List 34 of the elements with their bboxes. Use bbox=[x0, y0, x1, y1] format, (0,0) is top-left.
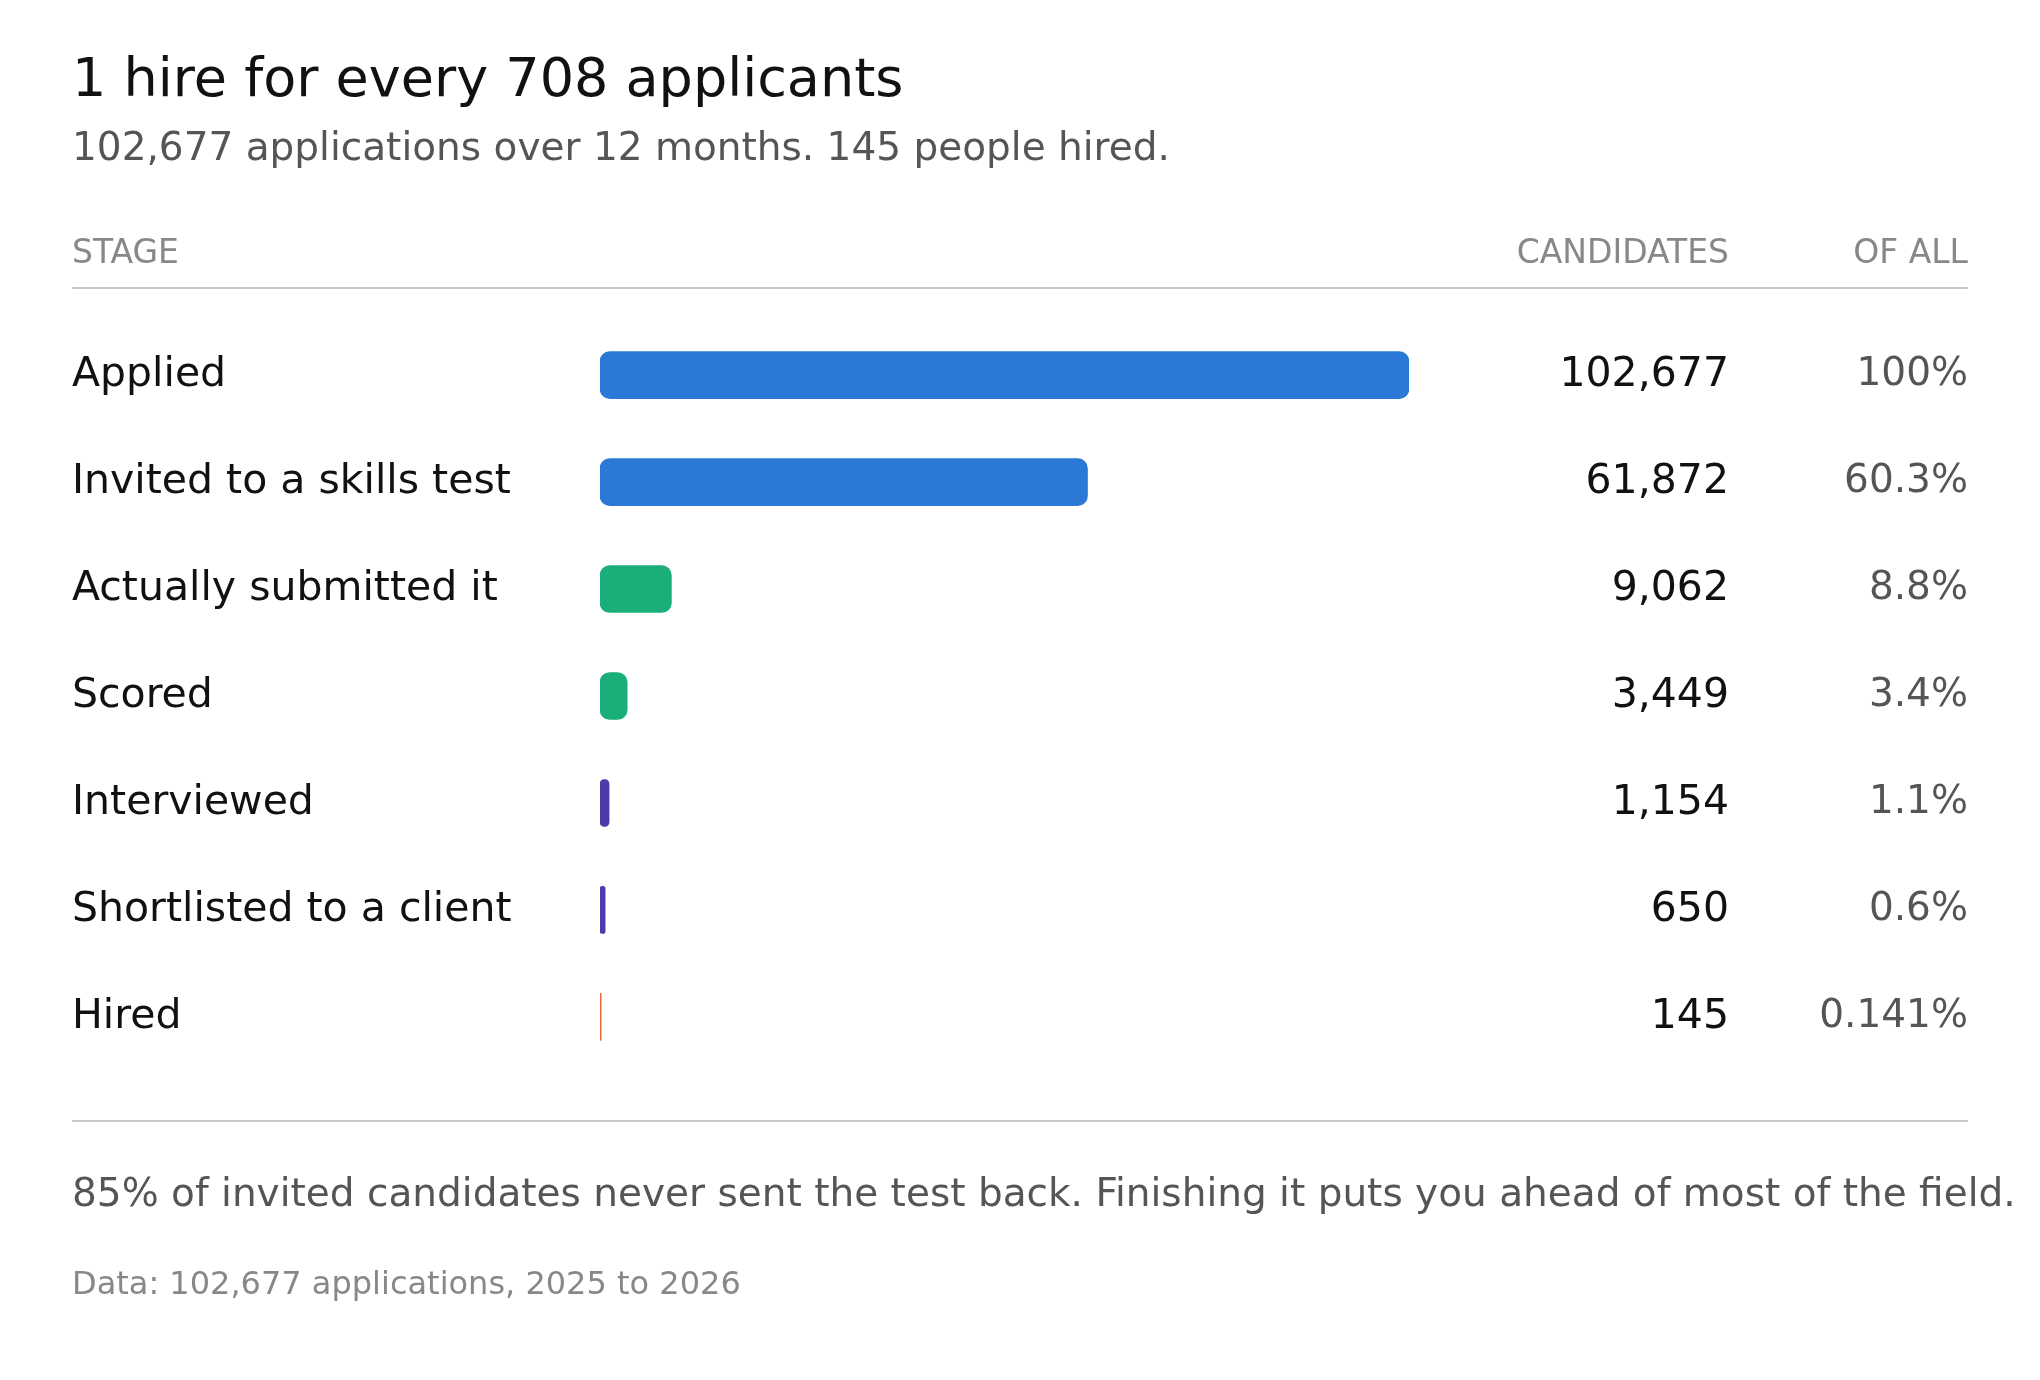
text: 60.3% bbox=[1844, 456, 1968, 502]
text: 0.141% bbox=[1819, 991, 1968, 1037]
bar bbox=[600, 672, 628, 720]
text: 0.6% bbox=[1868, 884, 1968, 930]
data-label: 3,449 bbox=[1611, 668, 1729, 717]
bar bbox=[600, 565, 672, 613]
data-label: 9,062 bbox=[1611, 561, 1729, 610]
bar bbox=[600, 458, 1088, 506]
bar bbox=[600, 886, 606, 934]
chart-title: 1 hire for every 708 applicants bbox=[72, 46, 904, 109]
y-tick-label: Hired bbox=[72, 989, 182, 1038]
data-label: 650 bbox=[1650, 882, 1729, 931]
y-tick-label: Shortlisted to a client bbox=[72, 882, 512, 931]
chart-subtitle: 102,677 applications over 12 months. 145 people hired. bbox=[72, 124, 1170, 169]
y-axis-title: STAGE bbox=[72, 232, 179, 271]
text: 85% of invited candidates never sent the test back. Finishing it puts you ahead of most of the field. bbox=[72, 1170, 2016, 1215]
y-tick-label: Actually submitted it bbox=[72, 561, 498, 610]
y-tick-label: Invited to a skills test bbox=[72, 454, 511, 503]
text: 3.4% bbox=[1868, 670, 1968, 716]
bar bbox=[600, 779, 610, 827]
y-tick-label: Scored bbox=[72, 668, 213, 717]
y-tick-label: Interviewed bbox=[72, 775, 314, 824]
y-tick-label: Applied bbox=[72, 347, 227, 396]
data-label: 61,872 bbox=[1585, 454, 1729, 503]
data-label: 145 bbox=[1650, 989, 1729, 1038]
text: 100% bbox=[1856, 349, 1968, 395]
text: 8.8% bbox=[1868, 563, 1968, 609]
x-axis-title: CANDIDATES bbox=[1516, 232, 1729, 271]
text: 1.1% bbox=[1868, 777, 1968, 823]
text: Data: 102,677 applications, 2025 to 2026 bbox=[72, 1264, 741, 1302]
data-label: 1,154 bbox=[1611, 775, 1729, 824]
bar bbox=[600, 351, 1409, 399]
text: OF ALL bbox=[1853, 232, 1968, 271]
data-label: 102,677 bbox=[1559, 347, 1729, 396]
